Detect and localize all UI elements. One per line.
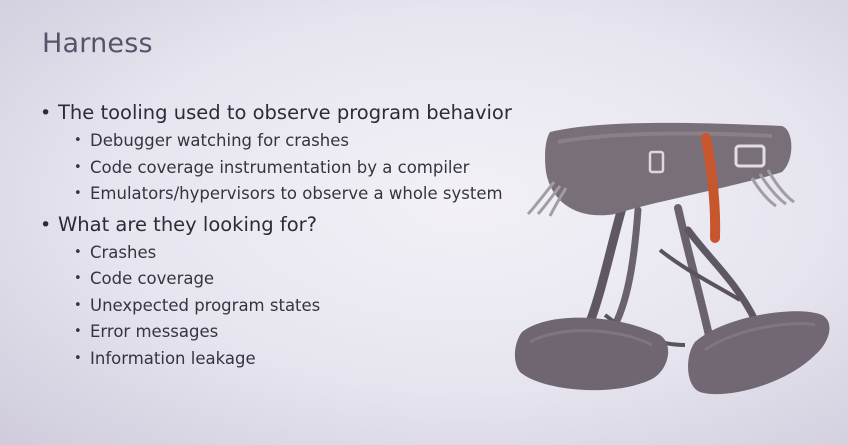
bullet-tooling: The tooling used to observe program beha… xyxy=(40,98,512,208)
sub-bullet-item: Code coverage instrumentation by a compi… xyxy=(74,155,512,182)
sub-bullet-list: Crashes Code coverage Unexpected program… xyxy=(58,240,512,373)
sub-bullet-item: Emulators/hypervisors to observe a whole… xyxy=(74,181,512,208)
bullet-list: The tooling used to observe program beha… xyxy=(40,98,512,374)
bullet-text: The tooling used to observe program beha… xyxy=(58,101,512,124)
sub-bullet-item: Code coverage xyxy=(74,266,512,293)
sub-bullet-item: Debugger watching for crashes xyxy=(74,128,512,155)
sub-bullet-list: Debugger watching for crashes Code cover… xyxy=(58,128,512,208)
slide-title: Harness xyxy=(42,28,153,59)
bullet-looking-for: What are they looking for? Crashes Code … xyxy=(40,210,512,373)
sub-bullet-item: Unexpected program states xyxy=(74,293,512,320)
bullet-text: What are they looking for? xyxy=(58,212,317,236)
sub-bullet-item: Crashes xyxy=(74,240,512,267)
sub-bullet-item: Error messages xyxy=(74,319,512,346)
sub-bullet-item: Information leakage xyxy=(74,346,512,373)
climbing-harness-image xyxy=(514,122,830,395)
